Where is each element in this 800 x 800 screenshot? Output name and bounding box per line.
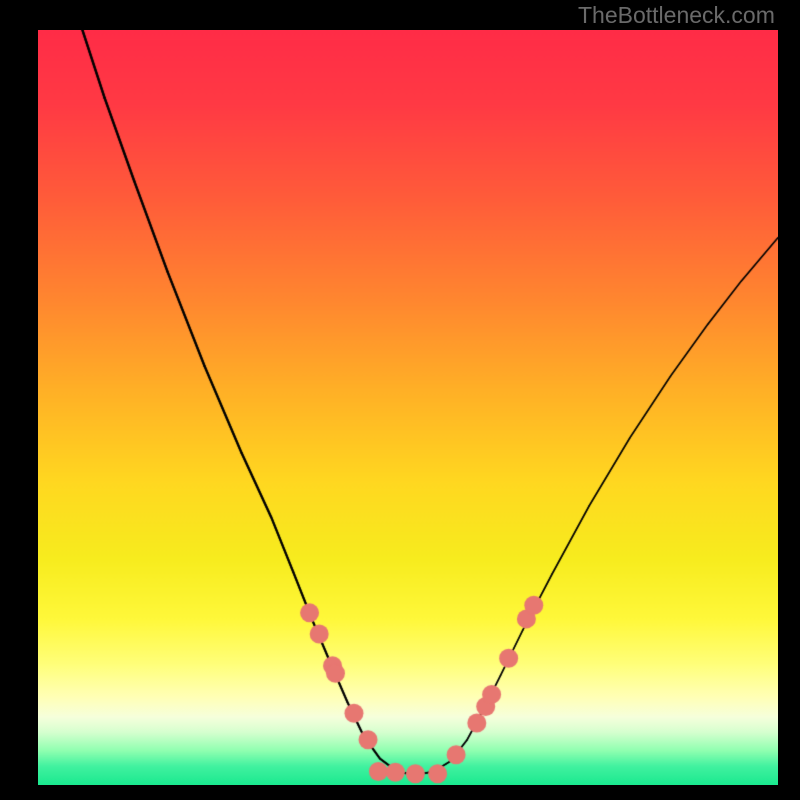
watermark-text: TheBottleneck.com — [578, 2, 775, 29]
chart-container: TheBottleneck.com — [0, 0, 800, 800]
plot-area — [38, 30, 778, 785]
curve-canvas — [38, 30, 778, 785]
